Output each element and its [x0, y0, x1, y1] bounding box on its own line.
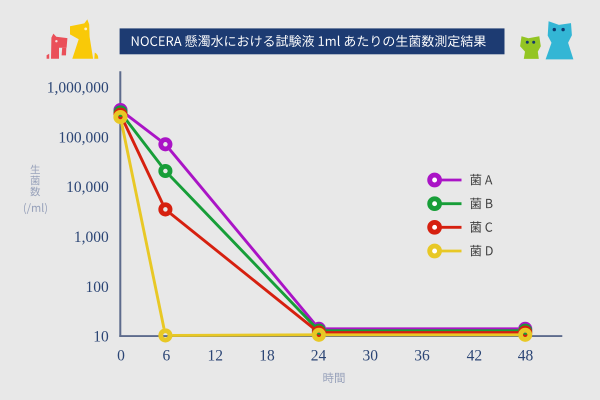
svg-text:12: 12 [208, 347, 224, 364]
svg-text:18: 18 [259, 347, 275, 364]
svg-text:100: 100 [86, 279, 110, 296]
svg-text:1,000,000: 1,000,000 [47, 80, 109, 97]
svg-text:48: 48 [518, 347, 534, 364]
svg-text:6: 6 [163, 347, 171, 364]
svg-text:10: 10 [93, 329, 109, 346]
svg-text:10,000: 10,000 [66, 179, 109, 196]
svg-text:1,000: 1,000 [74, 229, 109, 246]
svg-text:0: 0 [117, 347, 125, 364]
svg-text:100,000: 100,000 [58, 129, 109, 146]
svg-text:24: 24 [311, 347, 327, 364]
svg-text:42: 42 [467, 347, 483, 364]
svg-text:36: 36 [414, 347, 430, 364]
svg-text:30: 30 [363, 347, 379, 364]
